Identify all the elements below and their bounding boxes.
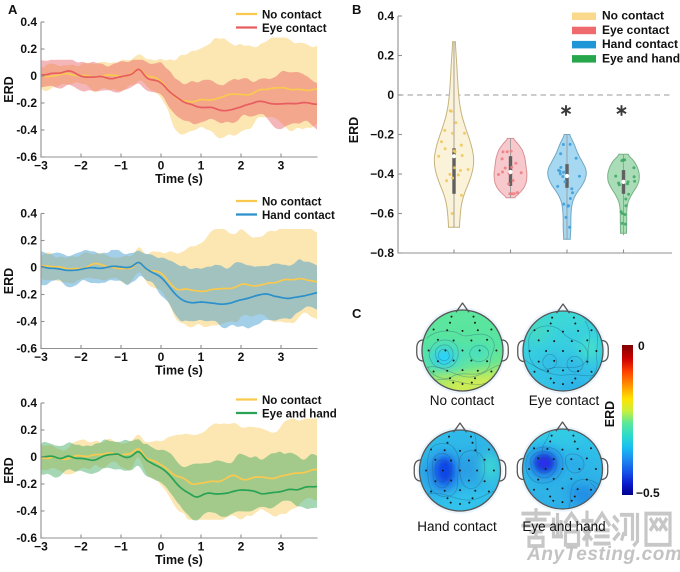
svg-text:−0.2: −0.2	[370, 128, 394, 142]
svg-text:3: 3	[278, 350, 285, 364]
svg-text:0.2: 0.2	[20, 423, 37, 437]
svg-text:2: 2	[238, 540, 245, 554]
svg-text:−2: −2	[74, 159, 88, 173]
svg-text:No contact: No contact	[602, 9, 664, 23]
svg-text:3: 3	[278, 540, 285, 554]
svg-text:No contact: No contact	[430, 393, 495, 408]
svg-text:-0.4: -0.4	[16, 504, 37, 518]
svg-text:0: 0	[30, 450, 37, 464]
svg-text:ERD: ERD	[2, 268, 16, 294]
svg-text:No contact: No contact	[262, 9, 322, 21]
svg-text:Time (s): Time (s)	[155, 172, 203, 186]
svg-text:0.4: 0.4	[20, 15, 37, 29]
svg-text:−2: −2	[74, 540, 88, 554]
svg-text:0.4: 0.4	[377, 9, 394, 23]
svg-text:−1: −1	[114, 159, 128, 173]
svg-text:0: 0	[30, 69, 37, 83]
svg-text:-0.6: -0.6	[16, 531, 37, 545]
svg-text:Time (s): Time (s)	[155, 364, 203, 378]
svg-text:ERD: ERD	[2, 76, 16, 102]
svg-text:0.4: 0.4	[20, 396, 37, 410]
svg-text:Hand contact: Hand contact	[602, 37, 678, 51]
svg-text:−3: −3	[34, 350, 48, 364]
svg-text:ERD: ERD	[603, 401, 617, 427]
svg-text:0: 0	[158, 540, 165, 554]
svg-text:Hand contact: Hand contact	[262, 210, 335, 222]
svg-text:−1: −1	[114, 350, 128, 364]
svg-text:−0.5: −0.5	[636, 486, 660, 500]
svg-text:1: 1	[198, 159, 205, 173]
svg-text:−0.4: −0.4	[370, 167, 394, 181]
svg-text:−3: −3	[34, 159, 48, 173]
svg-text:2: 2	[238, 350, 245, 364]
svg-text:Hand contact: Hand contact	[417, 519, 497, 534]
svg-text:B: B	[352, 2, 361, 17]
svg-text:0: 0	[387, 88, 394, 102]
svg-text:C: C	[352, 306, 362, 321]
svg-text:Eye contact: Eye contact	[262, 23, 327, 35]
svg-text:0: 0	[158, 159, 165, 173]
svg-text:0: 0	[30, 261, 37, 275]
svg-text:Eye contact: Eye contact	[602, 23, 669, 37]
svg-text:−0.8: −0.8	[370, 246, 394, 260]
svg-text:No contact: No contact	[262, 196, 322, 208]
svg-text:0.2: 0.2	[20, 42, 37, 56]
svg-text:No contact: No contact	[262, 395, 322, 407]
svg-text:Eye and hand: Eye and hand	[262, 408, 337, 420]
svg-text:2: 2	[238, 159, 245, 173]
svg-text:A: A	[8, 2, 18, 17]
svg-text:Eye and hand: Eye and hand	[602, 51, 680, 65]
svg-text:-0.2: -0.2	[16, 477, 37, 491]
svg-text:0.2: 0.2	[377, 49, 394, 63]
svg-text:-0.2: -0.2	[16, 288, 37, 302]
svg-text:−1: −1	[114, 540, 128, 554]
svg-text:−2: −2	[74, 350, 88, 364]
svg-text:-0.2: -0.2	[16, 96, 37, 110]
svg-text:1: 1	[198, 350, 205, 364]
svg-text:0.2: 0.2	[20, 234, 37, 248]
svg-text:-0.6: -0.6	[16, 342, 37, 356]
svg-text:−0.6: −0.6	[370, 207, 394, 221]
svg-text:-0.6: -0.6	[16, 150, 37, 164]
svg-text:0.4: 0.4	[20, 207, 37, 221]
svg-text:0: 0	[158, 350, 165, 364]
svg-text:3: 3	[278, 159, 285, 173]
svg-text:ERD: ERD	[2, 457, 16, 483]
svg-text:0: 0	[638, 339, 645, 353]
svg-text:Time (s): Time (s)	[155, 553, 203, 567]
svg-text:Eye contact: Eye contact	[529, 393, 600, 408]
svg-text:-0.4: -0.4	[16, 123, 37, 137]
svg-text:AnyTesting.com: AnyTesting.com	[526, 544, 680, 565]
svg-text:1: 1	[198, 540, 205, 554]
svg-text:-0.4: -0.4	[16, 315, 37, 329]
svg-text:Eye and hand: Eye and hand	[522, 519, 605, 534]
svg-text:−3: −3	[34, 540, 48, 554]
svg-text:ERD: ERD	[347, 117, 361, 143]
